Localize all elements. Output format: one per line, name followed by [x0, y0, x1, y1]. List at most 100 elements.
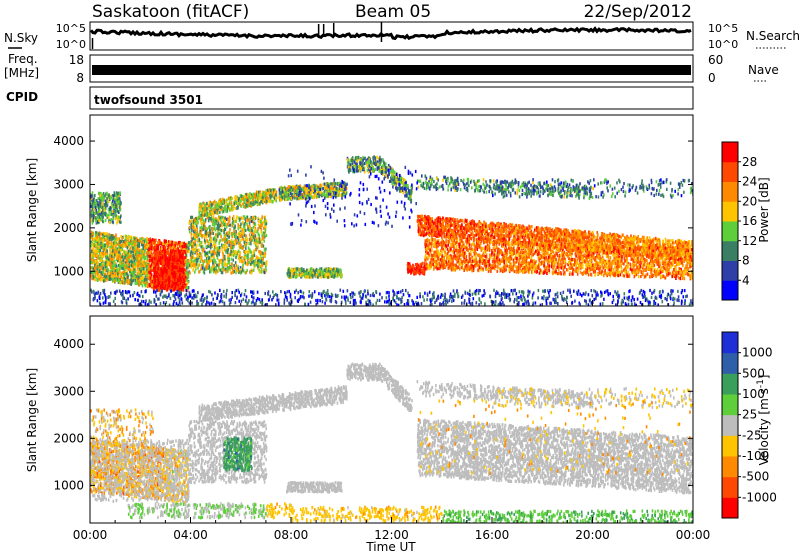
power-cell	[128, 261, 131, 265]
power-cell	[262, 261, 265, 265]
power-cell	[134, 275, 137, 279]
power-cell	[99, 196, 101, 200]
power-cell	[229, 265, 231, 269]
power-cell	[138, 244, 141, 248]
power-cell	[260, 230, 263, 234]
power-cell	[244, 256, 246, 260]
power-cell	[227, 261, 229, 265]
power-cell	[143, 262, 145, 266]
power-cell	[146, 256, 149, 260]
power-cell	[219, 210, 221, 214]
power-cell	[175, 254, 177, 258]
power-cell	[240, 243, 242, 247]
power-cell	[194, 247, 197, 251]
power-cell	[91, 266, 93, 270]
power-cell	[190, 236, 193, 240]
power-cell	[188, 248, 190, 252]
power-cell	[116, 252, 118, 256]
power-cell	[221, 215, 223, 219]
power-cell	[94, 199, 96, 203]
power-cell	[264, 254, 266, 258]
power-cell	[97, 206, 100, 210]
power-cell	[192, 263, 195, 267]
power-cell	[185, 245, 187, 249]
power-cell	[93, 267, 96, 271]
power-cell	[233, 243, 235, 247]
power-cell	[116, 201, 119, 205]
power-cell	[213, 242, 215, 246]
power-cell	[126, 259, 128, 263]
power-cell	[220, 200, 223, 204]
power-cell	[196, 259, 199, 263]
power-cell	[129, 263, 132, 267]
power-cell	[148, 253, 150, 257]
power-cell	[140, 269, 142, 273]
power-cell	[135, 253, 137, 257]
power-cell	[124, 240, 127, 244]
power-cell	[110, 277, 112, 281]
power-cell	[90, 204, 92, 208]
power-cell	[108, 277, 110, 281]
power-cell	[91, 243, 94, 247]
power-cell	[198, 204, 201, 208]
power-cell	[144, 275, 147, 279]
power-cell	[100, 237, 102, 241]
power-cell	[253, 264, 256, 268]
power-cell	[227, 196, 230, 200]
power-cell	[191, 219, 193, 223]
power-cell	[222, 266, 225, 270]
power-cell	[162, 255, 164, 259]
power-cell	[239, 254, 241, 258]
power-cell	[108, 233, 111, 237]
power-cell	[128, 242, 130, 246]
power-cell	[214, 208, 216, 212]
power-cell	[264, 215, 266, 219]
power-cell	[172, 278, 174, 282]
date-label: 22/Sep/2012	[584, 2, 692, 22]
power-cell	[190, 265, 193, 269]
power-cell	[264, 230, 267, 234]
power-cell	[187, 289, 189, 293]
power-cell	[137, 269, 140, 273]
power-cell	[92, 242, 95, 246]
power-cell	[223, 233, 226, 238]
power-cell	[92, 268, 95, 272]
power-cell	[91, 276, 93, 281]
power-cell	[104, 206, 107, 211]
power-cell	[94, 267, 97, 271]
power-cell	[188, 270, 190, 274]
power-cell	[147, 274, 149, 278]
power-cell	[208, 216, 210, 221]
power-cell	[168, 266, 171, 270]
power-cell	[259, 240, 261, 244]
power-cell	[162, 269, 164, 273]
power-cell	[168, 275, 171, 279]
power-cell	[161, 266, 164, 270]
power-cell	[126, 241, 128, 245]
power-cell	[106, 266, 108, 270]
power-cell	[259, 202, 261, 206]
power-cell	[132, 274, 134, 278]
power-cell	[186, 243, 188, 247]
power-cell	[217, 268, 220, 272]
power-cell	[247, 259, 249, 263]
power-cell	[263, 220, 266, 224]
power-cell	[252, 192, 255, 196]
power-cell	[183, 268, 186, 272]
power-cell	[212, 270, 215, 274]
power-cell	[150, 280, 153, 284]
power-cell	[161, 274, 164, 278]
power-cell	[119, 191, 121, 195]
power-cell	[260, 220, 262, 224]
power-cell	[116, 256, 119, 261]
power-cell	[265, 247, 267, 251]
power-cell	[158, 271, 160, 275]
power-cell	[180, 243, 182, 247]
power-cell	[193, 259, 196, 263]
power-cell	[270, 189, 272, 193]
power-cell	[180, 278, 183, 282]
power-cell	[94, 250, 96, 254]
power-cell	[184, 260, 187, 264]
power-cell	[149, 284, 152, 288]
power-cell	[134, 278, 136, 282]
